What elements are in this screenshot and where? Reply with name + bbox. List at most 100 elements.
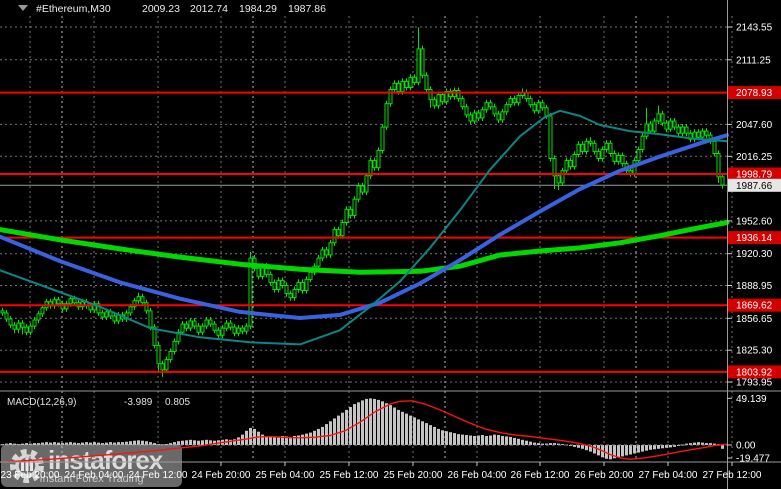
candle: [156, 342, 161, 373]
candle-body: [156, 344, 161, 365]
title-high-value: 2012.74: [190, 3, 228, 15]
macd-histogram-bar: [597, 445, 600, 456]
macd-histogram-bar: [305, 433, 308, 445]
candle: [392, 80, 397, 93]
candle-body: [684, 126, 689, 134]
moving-averages-layer: [0, 109, 730, 346]
macd-histogram-bar: [673, 445, 676, 447]
candle: [548, 112, 553, 162]
time-axis[interactable]: 23 Feb 20:00 24 Feb 04:00 24 Feb 12:00 24 F…: [1, 462, 762, 481]
time-tick-label: 25 Feb 04:00: [256, 470, 315, 481]
candle: [464, 103, 469, 118]
macd-histogram-bar: [409, 415, 412, 445]
macd-histogram-bar: [485, 436, 488, 445]
candle-body: [364, 175, 369, 193]
current-price-badge: [728, 178, 781, 192]
candle: [640, 133, 645, 153]
grid-layer: [0, 16, 733, 461]
macd-histogram-bar: [281, 436, 284, 445]
macd-histogram-bar: [441, 430, 444, 445]
candle-body: [64, 303, 69, 310]
macd-histogram-bar: [389, 405, 392, 445]
price-level-badge: [728, 365, 781, 379]
candle: [524, 89, 529, 102]
candle: [704, 128, 709, 139]
macd-histogram-bar: [265, 436, 268, 445]
price-tick-label: 1952.60: [736, 216, 773, 227]
candle-body: [508, 98, 513, 106]
macd-histogram-bar: [177, 441, 180, 445]
macd-histogram-bar: [5, 443, 8, 445]
candle-body: [616, 155, 621, 163]
macd-histogram-bar: [493, 434, 496, 445]
candle: [620, 152, 625, 167]
macd-histogram-bar: [201, 440, 204, 446]
candle-body: [576, 143, 581, 156]
candle: [604, 140, 609, 153]
candle-body: [388, 89, 393, 105]
macd-histogram-bar: [693, 442, 696, 445]
candle: [160, 360, 165, 377]
candle-body: [580, 143, 585, 152]
price-axis[interactable]: 2143.55 2111.25 2047.60 2016.25 1952.60 1920.…: [727, 23, 781, 465]
macd-histogram-bar: [421, 421, 424, 446]
candle-body: [272, 281, 277, 290]
candle: [552, 155, 557, 189]
macd-histogram-bar: [385, 403, 388, 445]
candle-body: [416, 48, 421, 83]
ma-fast-teal: [0, 109, 728, 346]
candle-body: [600, 148, 605, 159]
collapse-indicator-icon[interactable]: [18, 5, 28, 11]
candle-body: [552, 158, 557, 177]
macd-histogram-bar: [681, 444, 684, 446]
candle: [360, 182, 365, 196]
macd-histogram-bar: [45, 442, 48, 445]
candle: [412, 74, 417, 86]
macd-histogram-bar: [497, 435, 500, 445]
candle-body: [112, 315, 117, 322]
candle: [176, 329, 181, 345]
macd-histogram-bar: [669, 445, 672, 448]
macd-histogram-bar: [125, 441, 128, 445]
candle-body: [104, 311, 109, 318]
candle: [124, 309, 129, 322]
price-tick-label: 1888.95: [736, 281, 773, 292]
candle: [364, 172, 369, 196]
candle: [48, 298, 53, 309]
macd-histogram-bar: [325, 424, 328, 445]
price-tick-label: 2111.25: [736, 55, 771, 66]
candle-body: [68, 298, 73, 305]
macd-histogram-bar: [249, 427, 252, 445]
candle: [424, 72, 429, 93]
macd-histogram-bar: [641, 445, 644, 452]
macd-histogram-bar: [701, 442, 704, 445]
candle: [660, 110, 665, 127]
candle: [656, 105, 661, 124]
candle: [212, 321, 217, 334]
price-tick-label: 1825.30: [736, 346, 773, 357]
macd-histogram-bar: [429, 425, 432, 445]
macd-histogram-bar: [657, 445, 660, 449]
macd-histogram-bar: [581, 445, 584, 449]
candle: [420, 45, 425, 79]
price-level-label: 1869.62: [736, 301, 773, 312]
candle-body: [476, 112, 481, 119]
candle-body: [564, 160, 569, 172]
macd-histogram-bar: [37, 443, 40, 445]
macd-histogram-bar: [213, 440, 216, 445]
candle: [508, 95, 513, 108]
candle: [244, 323, 249, 335]
candle: [168, 348, 173, 363]
instaforex-tagline: Instant Forex Trading: [39, 473, 144, 485]
macd-histogram-bar: [609, 445, 612, 460]
candle: [328, 239, 333, 259]
candle: [444, 88, 449, 105]
candle: [24, 324, 29, 336]
title-low-value: 1984.29: [239, 3, 277, 15]
time-tick-label: 25 Feb 12:00: [320, 470, 379, 481]
candle-body: [328, 242, 333, 256]
macd-histogram-bar: [509, 436, 512, 445]
macd-histogram-bar: [349, 407, 352, 445]
candle: [8, 315, 13, 329]
